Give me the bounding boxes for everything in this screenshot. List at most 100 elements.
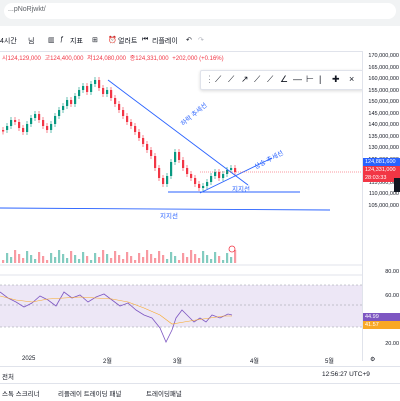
candle (222, 174, 225, 178)
bottom-panel-tabs: 스톡 스크리너 리플레이 트레이딩 패널 트레이딩패널 (0, 383, 400, 401)
chart-type-button[interactable]: 님 (28, 38, 35, 45)
candles (2, 77, 237, 191)
status-bar: 전처 12:56:27 UTC+9 (0, 366, 400, 383)
volume-bar (146, 250, 149, 263)
volume-bar (190, 250, 193, 263)
url-field[interactable]: ...pNoRjwkt/ (4, 3, 396, 19)
chart-canvas[interactable] (0, 60, 362, 355)
price-label: 105,000,000 (368, 202, 399, 209)
undo-icon[interactable]: ↶ (186, 37, 192, 44)
candle (34, 114, 37, 118)
candle (182, 160, 185, 168)
alert-icon[interactable]: ⏰ (108, 37, 117, 44)
volume-bar (166, 259, 169, 263)
candle (154, 156, 157, 168)
volume-bar (222, 260, 225, 263)
rising-trendline (199, 157, 273, 194)
volume-bar (182, 253, 185, 263)
replay-icon[interactable]: ⏮ (142, 36, 149, 43)
volume-bar (226, 253, 229, 263)
cross-line-icon[interactable]: ✚ (332, 74, 340, 84)
volume-bar (134, 260, 137, 263)
browser-bar: ...pNoRjwkt/ (0, 0, 400, 26)
volume-bar (122, 259, 125, 263)
horizontal-line-icon[interactable]: — (293, 74, 302, 84)
volume-bar (94, 253, 97, 263)
candle (126, 116, 129, 122)
ray-tool-icon[interactable]: ⟋ (228, 74, 235, 84)
volume-bar (218, 256, 221, 263)
candle (102, 88, 105, 94)
tab-stock-screener[interactable]: 스톡 스크리너 (2, 391, 40, 398)
url-text: ...pNoRjwkt/ (8, 6, 46, 13)
indicators-icon[interactable]: ƒ (60, 36, 64, 43)
trendline-tool-icon[interactable]: ⟋ (215, 74, 222, 84)
volume-bar (62, 254, 65, 263)
rsi-label-20: 20.00 (385, 341, 399, 347)
volume-bar (2, 260, 5, 263)
candle (178, 152, 181, 160)
layout-icon[interactable]: ⊞ (92, 37, 98, 44)
date-axis[interactable]: 2025 2월 3월 4월 5월 ⚙ (0, 355, 375, 365)
candle (166, 176, 169, 184)
candle (6, 126, 9, 130)
volume-bar (234, 250, 237, 263)
volume-bar (202, 251, 205, 263)
indicators-button[interactable]: 지표 (70, 38, 83, 45)
volume-bar (82, 252, 85, 263)
candle (218, 172, 221, 178)
volume-bar (206, 255, 209, 263)
candle (138, 132, 141, 138)
candle (174, 152, 177, 162)
close-icon[interactable]: × (349, 74, 355, 84)
price-tag-current: 124,331,000 (363, 166, 400, 174)
settings-icon[interactable]: ⚙ (370, 357, 376, 363)
replay-button[interactable]: 리플레이 (152, 38, 178, 45)
volume-bar (198, 258, 201, 263)
price-label: 160,000,000 (368, 76, 399, 82)
rsi-label-60: 60.00 (385, 293, 399, 299)
volume-bar (50, 253, 53, 263)
candle (82, 86, 85, 90)
volume-bar (78, 259, 81, 263)
redo-icon[interactable]: ↷ (198, 37, 204, 44)
candle (134, 126, 137, 132)
candle (38, 114, 41, 120)
extended-line-icon[interactable]: ⟋ (267, 74, 274, 84)
volume-bars (2, 250, 237, 263)
volume-bar (170, 252, 173, 263)
legend-open: 시124,129,000 (2, 56, 41, 62)
price-label: 130,000,000 (368, 145, 399, 151)
range-button[interactable]: 전처 (2, 374, 14, 381)
candle (198, 184, 201, 188)
volume-bar (162, 255, 165, 263)
volume-bar (58, 250, 61, 263)
alerts-button[interactable]: 얼러트 (118, 38, 138, 45)
arrow-tool-icon[interactable]: ↗ (241, 74, 249, 84)
drag-handle-icon[interactable]: ⋮ (205, 74, 214, 84)
candle (2, 130, 5, 132)
volume-bar (230, 257, 233, 263)
tab-trading-panel[interactable]: 트레이딩패널 (146, 391, 182, 398)
candle (190, 174, 193, 178)
candle (226, 170, 229, 174)
tab-replay-trading[interactable]: 리플레이 트레이딩 패널 (58, 391, 122, 398)
volume-bar (126, 252, 129, 263)
clock[interactable]: 12:56:27 UTC+9 (322, 371, 370, 378)
price-tag-countdown: 28:03:33 (363, 174, 400, 182)
info-line-icon[interactable]: ⟋ (254, 74, 261, 84)
volume-bar (210, 259, 213, 263)
bar-style-icon[interactable]: ▥ (48, 37, 55, 44)
angle-tool-icon[interactable]: ∠ (280, 74, 289, 84)
interval-button[interactable]: 4시간 (0, 38, 17, 45)
horizontal-ray-icon[interactable]: ⊢ (306, 74, 314, 84)
price-tag-blue: 124,881,600 (363, 158, 400, 166)
candle (46, 126, 49, 130)
vertical-line-icon[interactable]: | (319, 74, 322, 84)
price-label: 110,000,000 (368, 191, 399, 197)
candle (130, 122, 133, 126)
price-axis[interactable]: 170,000,000 165,000,000 160,000,000 155,000… (362, 51, 400, 361)
rsi-label-80: 80.00 (385, 269, 399, 275)
volume-bar (110, 258, 113, 263)
expand-button[interactable] (394, 178, 400, 192)
